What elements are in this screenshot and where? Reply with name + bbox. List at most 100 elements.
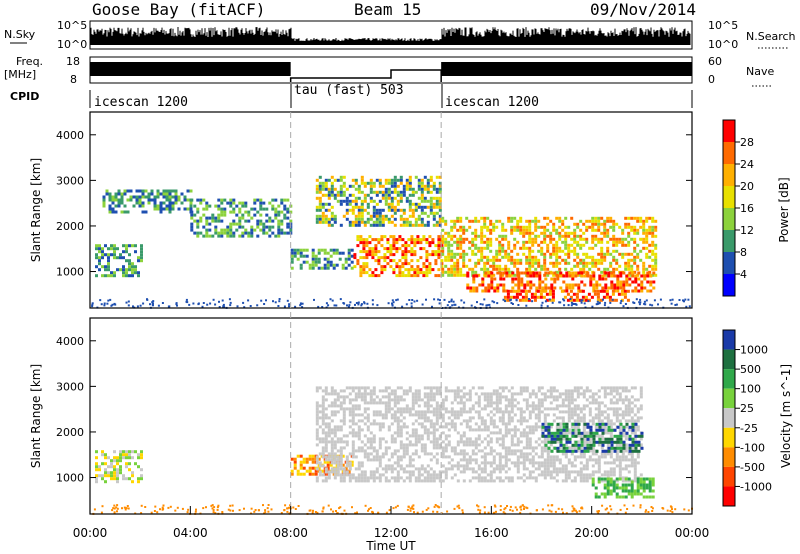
velocity-cell <box>528 395 532 399</box>
power-cell <box>354 205 358 209</box>
velocity-cell <box>507 449 511 453</box>
velocity-cell <box>305 460 309 464</box>
velocity-cell <box>546 413 550 417</box>
power-cell <box>572 298 576 302</box>
power-noise <box>274 301 277 304</box>
velocity-cell <box>552 413 556 417</box>
velocity-cell <box>501 416 505 420</box>
cpid-segment-3: icescan 1200 <box>445 95 539 110</box>
velocity-cell <box>339 437 343 441</box>
power-cell <box>537 258 541 262</box>
power-cell <box>521 298 525 302</box>
velocity-cell <box>351 410 355 414</box>
power-cell <box>117 201 121 205</box>
velocity-cell <box>321 455 325 459</box>
power-cell <box>315 217 319 221</box>
power-cell <box>437 241 441 245</box>
power-noise <box>146 298 149 301</box>
velocity-cell <box>426 479 430 483</box>
velocity-cell <box>544 443 548 447</box>
power-cell <box>642 222 646 226</box>
velocity-cell <box>550 434 554 438</box>
power-heatmap <box>91 175 691 309</box>
velocity-cell <box>320 469 324 473</box>
power-cell <box>640 283 644 287</box>
power-cell <box>627 240 631 244</box>
power-cell <box>480 228 484 232</box>
velocity-cell <box>125 465 128 469</box>
power-cell <box>633 255 637 259</box>
power-cell <box>390 220 394 224</box>
velocity-cell <box>564 470 568 474</box>
power-cell <box>594 261 598 265</box>
velocity-cell <box>450 407 454 411</box>
power-cell <box>534 219 538 223</box>
power-cell <box>205 216 209 220</box>
power-cell <box>504 228 508 232</box>
velocity-cell <box>543 422 547 426</box>
velocity-cell <box>417 437 421 441</box>
power-cell <box>344 257 348 261</box>
velocity-cell <box>293 457 297 461</box>
velocity-cell <box>564 404 568 408</box>
power-cell <box>350 248 354 252</box>
power-cell <box>549 255 553 259</box>
power-cell <box>324 220 328 224</box>
power-cell <box>517 277 521 281</box>
velocity-cell <box>465 398 469 402</box>
velocity-cell <box>327 404 331 408</box>
power-cell <box>190 213 194 217</box>
velocity-cell <box>483 419 487 423</box>
velocity-cell <box>468 467 472 471</box>
power-cell <box>108 210 112 214</box>
power-cell <box>131 268 134 272</box>
power-cell <box>366 211 370 215</box>
power-cell <box>214 204 218 208</box>
power-cell <box>134 268 137 272</box>
power-cell <box>639 249 643 253</box>
velocity-cell <box>556 428 560 432</box>
velocity-cell <box>426 437 430 441</box>
power-cell <box>425 250 429 254</box>
power-cell <box>359 268 363 272</box>
power-cell <box>552 237 556 241</box>
velocity-cell <box>592 434 596 438</box>
power-cell <box>609 219 613 223</box>
velocity-cell <box>387 398 391 402</box>
velocity-cell <box>603 473 607 477</box>
velocity-cell <box>534 467 538 471</box>
power-cell <box>555 216 559 220</box>
velocity-cell <box>597 480 601 484</box>
velocity-cell <box>528 392 532 396</box>
velocity-cell <box>613 446 617 450</box>
velocity-cell <box>384 401 388 405</box>
power-cell <box>250 225 254 229</box>
velocity-cell <box>534 440 538 444</box>
velocity-cell <box>315 407 319 411</box>
power-cell <box>546 216 550 220</box>
power-cell <box>539 292 543 296</box>
power-cell <box>642 267 646 271</box>
velocity-cell <box>546 407 550 411</box>
velocity-cell <box>435 386 439 390</box>
velocity-cell <box>558 461 562 465</box>
velocity-cell <box>615 419 619 423</box>
velocity-cell <box>390 440 394 444</box>
velocity-cell <box>360 413 364 417</box>
power-cell <box>357 214 361 218</box>
power-cell <box>193 219 197 223</box>
power-cell <box>450 249 454 253</box>
velocity-cell <box>474 437 478 441</box>
velocity-cell <box>447 410 451 414</box>
velocity-cell <box>426 404 430 408</box>
power-cell <box>296 257 300 261</box>
power-noise <box>260 299 263 302</box>
velocity-cell <box>616 446 620 450</box>
power-noise <box>277 305 280 307</box>
velocity-cell <box>603 386 607 390</box>
power-cell <box>544 277 548 281</box>
velocity-cell <box>586 446 590 450</box>
velocity-cell <box>600 437 604 441</box>
velocity-cell <box>477 398 481 402</box>
velocity-cell <box>598 440 602 444</box>
